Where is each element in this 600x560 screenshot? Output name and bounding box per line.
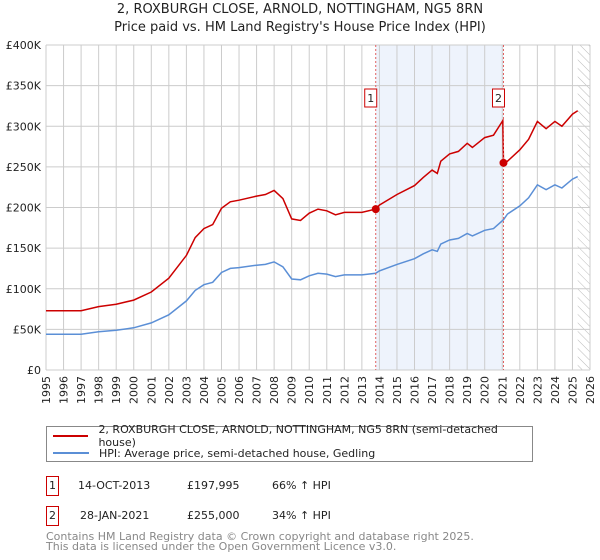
x-tick-label: 2001 xyxy=(145,376,158,404)
legend-label: HPI: Average price, semi-detached house,… xyxy=(99,446,376,460)
chart-subtitle: Price paid vs. HM Land Registry's House … xyxy=(114,20,486,35)
x-tick-label: 2020 xyxy=(479,376,492,404)
sale-point xyxy=(499,158,508,167)
hpi-line xyxy=(46,175,579,336)
x-tick-label: 2003 xyxy=(180,376,193,404)
x-tick-label: 1996 xyxy=(58,376,71,404)
x-tick-label: 2011 xyxy=(321,376,334,404)
x-tick-label: 2017 xyxy=(426,376,439,404)
y-tick-label: £350K xyxy=(6,80,42,93)
x-tick-label: 1998 xyxy=(93,376,106,404)
y-tick-label: £200K xyxy=(6,202,42,215)
sale-label-box xyxy=(364,88,378,108)
y-tick-label: £100K xyxy=(6,283,42,296)
sale-price: £255,000 xyxy=(187,509,240,522)
price-chart: 1995 1996 1997 1998 1999 2000 2001 2002 2003 2004… xyxy=(6,39,597,404)
x-tick-label: 2000 xyxy=(128,376,141,404)
legend: 2, ROXBURGH CLOSE, ARNOLD, NOTTINGHAM, N… xyxy=(46,423,533,462)
sale-label-box xyxy=(491,88,505,108)
sale-price: £197,995 xyxy=(187,479,240,492)
sale-label: 1 xyxy=(367,92,374,105)
x-tick-label: 2012 xyxy=(338,376,351,404)
x-tick-label: 1997 xyxy=(75,376,88,404)
x-tick-label: 2019 xyxy=(461,376,474,404)
x-tick-label: 2025 xyxy=(566,376,579,404)
x-tick-label: 2026 xyxy=(584,376,597,404)
x-tick-label: 2004 xyxy=(198,376,211,404)
x-tick-label: 2007 xyxy=(251,376,264,404)
y-tick-label: £250K xyxy=(6,161,42,174)
sale-point xyxy=(371,205,380,214)
sale-label: 2 xyxy=(495,92,502,105)
legend-item-hpi: HPI: Average price, semi-detached house,… xyxy=(53,445,375,461)
legend-item-property: 2, ROXBURGH CLOSE, ARNOLD, NOTTINGHAM, N… xyxy=(53,423,532,449)
x-tick-label: 2005 xyxy=(215,376,228,404)
sale-hpi-change: 66% ↑ HPI xyxy=(272,479,331,492)
x-tick-label: 2006 xyxy=(233,376,246,404)
x-tick-label: 2018 xyxy=(444,376,457,404)
sale-date: 14-OCT-2013 xyxy=(78,479,151,492)
x-tick-label: 2022 xyxy=(514,376,527,404)
x-tick-label: 1995 xyxy=(40,376,53,404)
y-tick-label: £400K xyxy=(6,39,42,52)
x-tick-label: 2014 xyxy=(373,376,386,404)
x-tick-label: 2023 xyxy=(531,376,544,404)
legend-swatch-red xyxy=(53,435,89,437)
x-tick-label: 2015 xyxy=(391,376,404,404)
y-tick-label: £0 xyxy=(27,364,41,377)
sale-hpi-change: 34% ↑ HPI xyxy=(272,509,331,522)
chart-title: 2, ROXBURGH CLOSE, ARNOLD, NOTTINGHAM, N… xyxy=(116,2,484,17)
footer-licence: This data is licensed under the Open Gov… xyxy=(46,540,397,553)
sale-badge: 1 xyxy=(46,476,59,496)
x-tick-label: 2016 xyxy=(409,376,422,404)
y-tick-label: £50K xyxy=(13,323,42,336)
legend-swatch-blue xyxy=(53,452,89,454)
x-tick-label: 2008 xyxy=(268,376,281,404)
x-tick-label: 2009 xyxy=(286,376,299,404)
y-tick-label: £150K xyxy=(6,242,42,255)
sale-badge: 2 xyxy=(46,506,59,526)
y-tick-label: £300K xyxy=(6,120,42,133)
x-tick-label: 2013 xyxy=(356,376,369,404)
footer-copyright: Contains HM Land Registry data © Crown c… xyxy=(46,530,474,543)
x-tick-label: 2010 xyxy=(303,376,316,404)
x-tick-label: 2024 xyxy=(549,376,562,404)
sale-date: 28-JAN-2021 xyxy=(80,509,150,522)
x-tick-label: 1999 xyxy=(110,376,123,404)
legend-label: 2, ROXBURGH CLOSE, ARNOLD, NOTTINGHAM, N… xyxy=(98,423,498,449)
x-tick-label: 2002 xyxy=(163,376,176,404)
x-tick-label: 2021 xyxy=(496,376,509,404)
